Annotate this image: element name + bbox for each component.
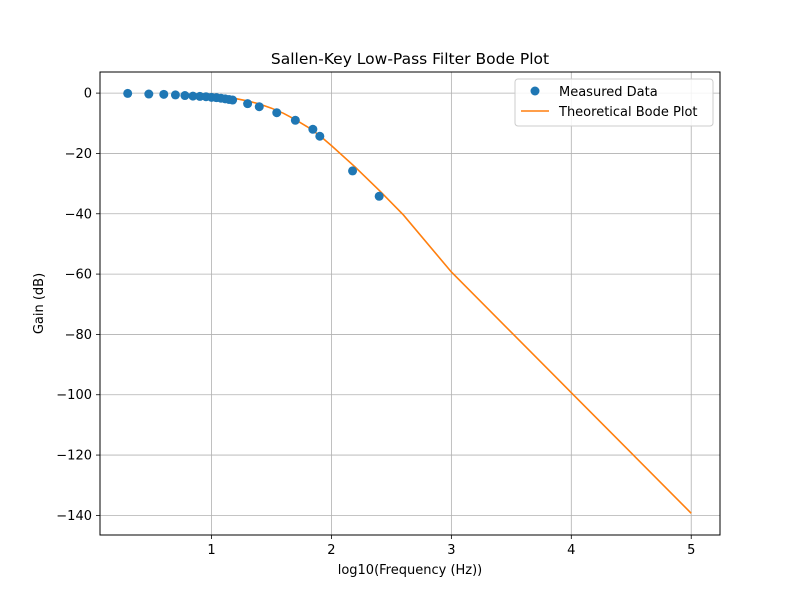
axes-frame (99, 71, 721, 536)
y-axis-label: Gain (dB) (32, 273, 47, 334)
data-point-measured (144, 89, 154, 99)
x-tick-label: 3 (447, 543, 455, 558)
grid (100, 72, 720, 535)
data-point-measured (180, 91, 190, 101)
legend-box (514, 78, 714, 127)
data-point-measured (170, 90, 180, 100)
data-point-measured (228, 95, 238, 105)
data-point-measured (348, 166, 358, 176)
data-point-measured (290, 115, 300, 125)
chart-title: Sallen-Key Low-Pass Filter Bode Plot (271, 50, 549, 68)
plot-area (123, 88, 692, 514)
data-point-measured (254, 102, 264, 112)
y-tick-label: −40 (65, 207, 92, 222)
legend-label-theoretical: Theoretical Bode Plot (558, 105, 698, 120)
legend: Measured Data Theoretical Bode Plot (514, 78, 714, 127)
x-tick-label: 4 (567, 543, 575, 558)
x-tick-label: 2 (327, 543, 335, 558)
y-tick-label: −140 (56, 509, 92, 524)
y-tick-label: −100 (56, 388, 92, 403)
legend-label-measured: Measured Data (559, 85, 658, 100)
data-point-measured (159, 89, 169, 99)
data-point-measured (308, 124, 318, 134)
data-point-measured (188, 91, 198, 101)
y-tick-label: −20 (65, 147, 92, 162)
y-tick-label: 0 (84, 87, 92, 102)
x-tick-label: 5 (687, 543, 695, 558)
x-axis-label: log10(Frequency (Hz)) (338, 563, 483, 578)
data-point-measured (374, 191, 384, 201)
y-tick-label: −120 (56, 449, 92, 464)
data-point-measured (123, 88, 133, 98)
legend-marker-measured (530, 86, 540, 96)
axis-ticks: 1 2 3 4 5 0 −20 −40 −60 −80 −100 −120 −140 (56, 87, 695, 558)
data-point-measured (243, 99, 253, 109)
x-tick-label: 1 (207, 543, 215, 558)
y-tick-label: −60 (65, 268, 92, 283)
data-point-measured (272, 108, 282, 118)
y-tick-label: −80 (65, 328, 92, 343)
data-point-measured (315, 131, 325, 141)
